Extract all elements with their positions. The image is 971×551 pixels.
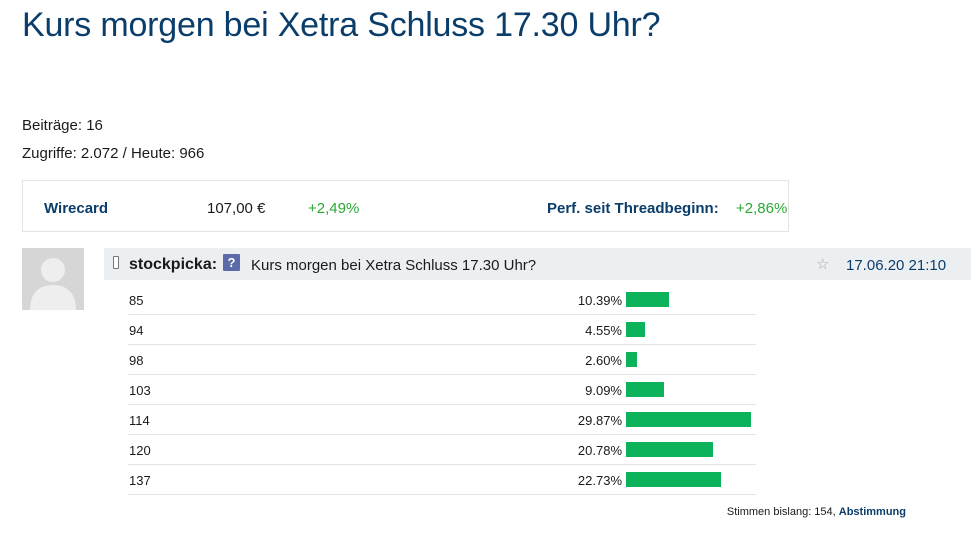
post-title: Kurs morgen bei Xetra Schluss 17.30 Uhr? xyxy=(251,257,537,274)
stock-price: 107,00 € xyxy=(207,200,266,217)
stock-quote-box: Wirecard 107,00 € +2,49% Perf. seit Thre… xyxy=(22,180,789,232)
star-icon[interactable]: ☆ xyxy=(816,256,830,273)
performance-label: Perf. seit Threadbeginn: xyxy=(547,200,719,217)
poll-row: 103 9.09% xyxy=(128,375,756,405)
stock-name-link[interactable]: Wirecard xyxy=(44,200,109,217)
poll-option-percent: 29.87% xyxy=(577,413,622,428)
poll-option-percent: 4.55% xyxy=(585,323,622,338)
poll-option-label: 120 xyxy=(129,443,151,458)
views-count: Zugriffe: 2.072 / Heute: 966 xyxy=(22,145,205,162)
mobile-phone-icon xyxy=(113,256,119,269)
stock-change: +2,49% xyxy=(308,200,360,217)
poll-option-percent: 9.09% xyxy=(585,383,622,398)
post-date: 17.06.20 21:10 xyxy=(846,257,947,274)
page-title: Kurs morgen bei Xetra Schluss 17.30 Uhr? xyxy=(22,6,661,44)
poll-option-label: 94 xyxy=(129,323,144,338)
poll-option-label: 85 xyxy=(129,293,144,308)
poll-option-bar xyxy=(626,382,664,397)
poll-option-label: 103 xyxy=(129,383,151,398)
poll-option-bar xyxy=(626,322,645,337)
poll-row: 98 2.60% xyxy=(128,345,756,375)
poll-option-bar xyxy=(626,412,751,427)
poll-option-label: 137 xyxy=(129,473,151,488)
poll-option-percent: 22.73% xyxy=(577,473,622,488)
poll-option-percent: 20.78% xyxy=(577,443,622,458)
poll-option-bar xyxy=(626,292,669,307)
question-mark-icon: ? xyxy=(223,254,240,271)
post-header: stockpicka: ? Kurs morgen bei Xetra Schl… xyxy=(104,248,971,280)
poll-option-percent: 2.60% xyxy=(585,353,622,368)
vote-link[interactable]: Abstimmung xyxy=(838,506,906,518)
author-name[interactable]: stockpicka: xyxy=(129,256,218,273)
poll-option-percent: 10.39% xyxy=(577,293,622,308)
poll-option-label: 114 xyxy=(129,413,150,428)
poll-row: 137 22.73% xyxy=(128,465,756,495)
posts-count: Beiträge: 16 xyxy=(22,117,103,134)
user-placeholder-icon xyxy=(30,258,76,310)
poll-option-label: 98 xyxy=(129,353,144,368)
avatar[interactable] xyxy=(22,248,84,310)
poll-option-bar xyxy=(626,442,713,457)
poll-results: 85 10.39% 94 4.55% 98 2.60% 103 9.09% 114 29.87% 1… xyxy=(128,285,756,495)
poll-row: 114 29.87% xyxy=(128,405,756,435)
vote-count: Stimmen bislang: 154, xyxy=(726,506,839,518)
poll-row: 120 20.78% xyxy=(128,435,756,465)
poll-option-bar xyxy=(626,472,721,487)
poll-row: 94 4.55% xyxy=(128,315,756,345)
poll-row: 85 10.39% xyxy=(128,285,756,315)
poll-footer: Stimmen bislang: 154, Abstimmung xyxy=(727,506,906,518)
performance-value: +2,86% xyxy=(736,200,788,217)
poll-option-bar xyxy=(626,352,637,367)
